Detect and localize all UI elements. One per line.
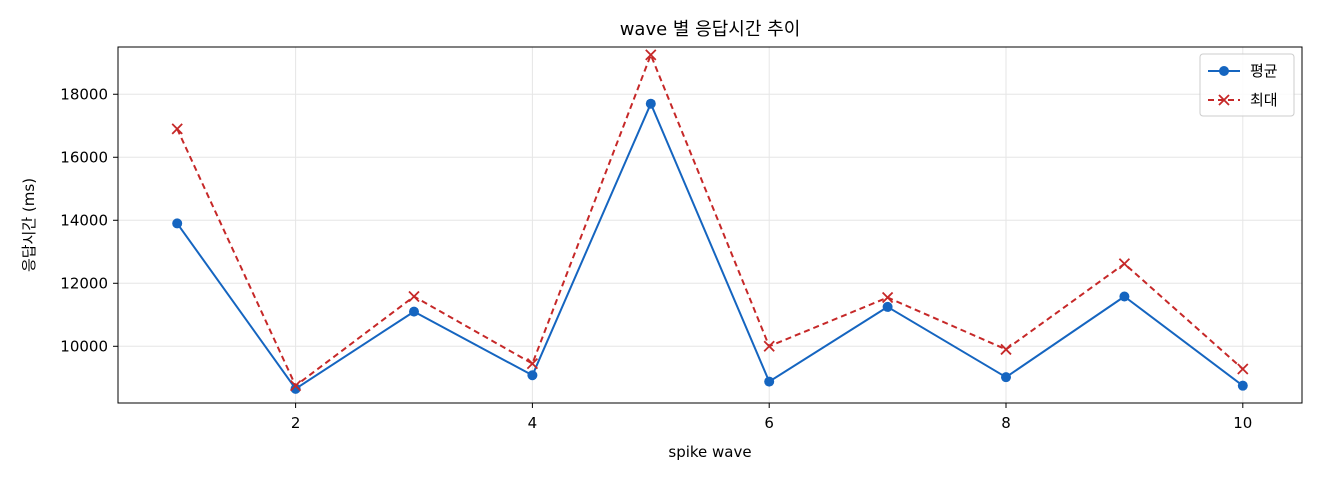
data-point-1: [764, 376, 775, 387]
data-point-2: [1000, 343, 1012, 356]
plot-frame: [117, 46, 1303, 404]
series-line-1: [176, 102, 1244, 390]
data-point-2: [289, 380, 302, 392]
x-tick-label: 8: [1001, 414, 1011, 432]
data-point-2: [171, 123, 183, 135]
y-tick-label: 10000: [60, 337, 108, 355]
data-point-2: [881, 291, 894, 304]
series: [171, 49, 1249, 394]
y-axis-label: 응답시간 (ms): [20, 178, 38, 272]
data-point-1: [645, 98, 656, 109]
x-tick-label: 6: [764, 414, 774, 432]
x-axis-label: spike wave: [668, 443, 751, 461]
y-tick-label: 12000: [60, 274, 108, 292]
data-point-2: [526, 357, 539, 370]
y-tick-label: 14000: [60, 211, 108, 229]
legend-marker-2: [1218, 94, 1230, 106]
data-point-2: [1118, 258, 1131, 270]
y-tick-label: 18000: [60, 85, 108, 103]
data-point-1: [290, 383, 301, 394]
data-point-2: [645, 49, 657, 61]
x-tick-label: 4: [528, 414, 538, 432]
y-axis-ticks: 10000 12000 14000 16000 18000: [60, 85, 118, 355]
data-point-1: [527, 370, 538, 381]
data-point-1: [1119, 291, 1130, 302]
chart-title: wave 별 응답시간 추이: [620, 19, 801, 40]
x-axis-ticks: 2 4 6 8 10: [291, 403, 1252, 432]
legend-label-2: 최대: [1250, 91, 1278, 109]
x-tick-label: 10: [1233, 414, 1252, 432]
y-tick-label: 16000: [60, 148, 108, 166]
data-point-1: [409, 306, 419, 317]
legend-box: [1199, 53, 1295, 117]
x-tick-label: 2: [291, 414, 301, 432]
data-point-2: [763, 340, 775, 352]
data-point-1: [882, 301, 893, 312]
series-line-2: [176, 53, 1244, 387]
data-point-2: [408, 290, 420, 303]
data-point-1: [1237, 380, 1248, 391]
legend-label-1: 평균: [1250, 62, 1278, 80]
data-point-2: [1237, 363, 1249, 375]
data-point-1: [1001, 372, 1011, 383]
legend-marker-1: [1219, 66, 1229, 76]
grid: [118, 47, 1302, 403]
data-point-1: [172, 218, 183, 229]
